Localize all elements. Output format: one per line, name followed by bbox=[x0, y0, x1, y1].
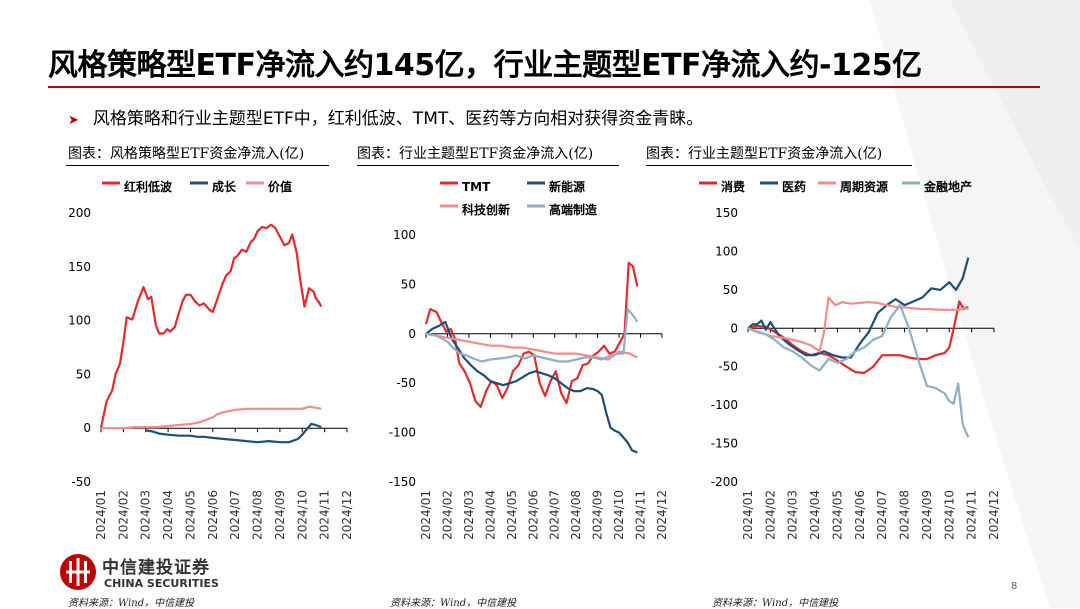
y-tick-label: 100 bbox=[715, 244, 738, 258]
x-tick-label: 2024/05 bbox=[505, 490, 519, 540]
source-note-1: 资料来源：Wind，中信建投 bbox=[68, 598, 195, 609]
chart-industry-theme-etf-a: -150 -100 -50 0 50 100 2024/01 2024/02 2024/03 20… bbox=[389, 179, 669, 540]
logo-text-cn: 中信建投证券 bbox=[102, 558, 210, 578]
series-line-4 bbox=[747, 304, 970, 438]
x-tick-label: 2024/10 bbox=[612, 490, 626, 540]
x-tick-label: 2024/11 bbox=[965, 490, 979, 540]
x-tick-label: 2024/03 bbox=[786, 490, 800, 540]
series-line-3 bbox=[101, 405, 322, 430]
x-tick-label: 2024/04 bbox=[161, 490, 175, 540]
x-tick-label: 2024/03 bbox=[139, 490, 153, 540]
series-line-2 bbox=[747, 257, 970, 359]
x-tick-label: 2024/04 bbox=[808, 490, 822, 540]
legend-label: 金融地产 bbox=[923, 179, 972, 194]
x-tick-label: 2024/06 bbox=[853, 490, 867, 540]
y-tick-label: -100 bbox=[711, 398, 738, 412]
series-line-2 bbox=[425, 320, 638, 454]
arrow-bullet-icon: ➤ bbox=[68, 113, 79, 128]
x-tick-label: 2024/04 bbox=[483, 490, 497, 540]
x-tick-label: 2024/12 bbox=[655, 490, 669, 540]
x-tick-label: 2024/01 bbox=[741, 490, 755, 540]
x-tick-label: 2024/08 bbox=[251, 490, 265, 540]
chart-caption-1: 图表：风格策略型ETF资金净流入(亿) bbox=[68, 146, 305, 162]
y-tick-label: 200 bbox=[68, 206, 91, 220]
series-line-1 bbox=[747, 300, 969, 374]
y-tick-label: 150 bbox=[68, 260, 91, 274]
y-tick-label: -200 bbox=[711, 475, 738, 489]
source-note-3: 资料来源：Wind，中信建投 bbox=[712, 598, 839, 609]
x-tick-label: 2024/01 bbox=[419, 490, 433, 540]
x-tick-label: 2024/11 bbox=[318, 490, 332, 540]
y-tick-label: -150 bbox=[389, 475, 416, 489]
x-tick-label: 2024/10 bbox=[942, 490, 956, 540]
page-number: 8 bbox=[1011, 581, 1018, 592]
series-line-1 bbox=[424, 261, 639, 408]
series-line-4 bbox=[425, 308, 639, 363]
series-line-1 bbox=[99, 223, 323, 429]
x-tick-label: 2024/02 bbox=[763, 490, 777, 540]
x-tick-label: 2024/11 bbox=[634, 490, 648, 540]
x-tick-label: 2024/07 bbox=[875, 490, 889, 540]
x-tick-label: 2024/12 bbox=[340, 490, 354, 540]
chart-industry-theme-etf-b: -200 -150 -100 -50 0 50 100 150 2024/01 2024/02 20… bbox=[699, 179, 1001, 540]
y-tick-label: -50 bbox=[718, 360, 738, 374]
y-tick-label: 50 bbox=[401, 277, 416, 291]
legend-label: 周期资源 bbox=[840, 179, 888, 194]
caption-rule-1 bbox=[66, 165, 329, 166]
y-tick-label: -100 bbox=[389, 426, 416, 440]
background-decoration bbox=[870, 0, 1080, 608]
x-tick-label: 2024/10 bbox=[295, 490, 309, 540]
logo-text-en: CHINA SECURITIES bbox=[104, 577, 219, 590]
chart-caption-3: 图表：行业主题型ETF资金净流入(亿) bbox=[646, 146, 883, 162]
legend-label: 医药 bbox=[782, 179, 806, 194]
x-tick-label: 2024/07 bbox=[228, 490, 242, 540]
china-securities-logo-icon bbox=[60, 554, 96, 590]
y-tick-label: 50 bbox=[76, 367, 91, 381]
x-tick-label: 2024/02 bbox=[440, 490, 454, 540]
x-tick-label: 2024/06 bbox=[526, 490, 540, 540]
chart-caption-2: 图表：行业主题型ETF资金净流入(亿) bbox=[357, 146, 594, 162]
legend-label: 价值 bbox=[268, 179, 292, 194]
legend-label: 成长 bbox=[212, 179, 237, 194]
y-tick-label: -50 bbox=[396, 376, 416, 390]
chart-style-strategy-etf: -50 0 50 100 150 200 2024/01 2024/02 2024/03 2024… bbox=[68, 179, 354, 540]
bullet-text: 风格策略和行业主题型ETF中，红利低波、TMT、医药等方向相对获得资金青睐。 bbox=[92, 109, 704, 129]
x-tick-label: 2024/12 bbox=[987, 490, 1001, 540]
x-tick-label: 2024/03 bbox=[462, 490, 476, 540]
legend-label: 高端制造 bbox=[549, 202, 598, 217]
y-tick-label: 100 bbox=[68, 314, 91, 328]
x-tick-label: 2024/07 bbox=[548, 490, 562, 540]
x-tick-label: 2024/09 bbox=[591, 490, 605, 540]
x-tick-label: 2024/02 bbox=[116, 490, 130, 540]
x-tick-label: 2024/05 bbox=[830, 490, 844, 540]
x-tick-label: 2024/09 bbox=[920, 490, 934, 540]
y-tick-label: 0 bbox=[408, 327, 416, 341]
y-tick-label: -150 bbox=[711, 437, 738, 451]
y-tick-label: -50 bbox=[71, 475, 91, 489]
legend-label: 科技创新 bbox=[462, 202, 510, 217]
x-tick-label: 2024/08 bbox=[569, 490, 583, 540]
caption-rule-3 bbox=[646, 165, 912, 166]
title-divider bbox=[48, 86, 1040, 88]
x-tick-label: 2024/01 bbox=[94, 490, 108, 540]
y-tick-label: 100 bbox=[393, 228, 416, 242]
series-line-3 bbox=[747, 296, 969, 353]
legend-label: 新能源 bbox=[549, 179, 585, 194]
legend-label: 消费 bbox=[721, 179, 745, 194]
x-tick-label: 2024/06 bbox=[206, 490, 220, 540]
x-tick-label: 2024/08 bbox=[898, 490, 912, 540]
page-title: 风格策略型ETF净流入约145亿，行业主题型ETF净流入约-125亿 bbox=[48, 48, 922, 83]
caption-rule-2 bbox=[357, 165, 619, 166]
legend-label: TMT bbox=[462, 180, 491, 194]
x-tick-label: 2024/05 bbox=[183, 490, 197, 540]
x-tick-label: 2024/09 bbox=[273, 490, 287, 540]
bullet-point: ➤ 风格策略和行业主题型ETF中，红利低波、TMT、医药等方向相对获得资金青睐。 bbox=[68, 104, 703, 129]
y-tick-label: 0 bbox=[730, 321, 738, 335]
y-tick-label: 50 bbox=[723, 283, 738, 297]
source-note-2: 资料来源：Wind，中信建投 bbox=[390, 598, 517, 609]
y-tick-label: 150 bbox=[715, 206, 738, 220]
y-tick-label: 0 bbox=[83, 421, 91, 435]
legend-label: 红利低波 bbox=[124, 179, 173, 194]
series-line-2 bbox=[145, 422, 322, 444]
